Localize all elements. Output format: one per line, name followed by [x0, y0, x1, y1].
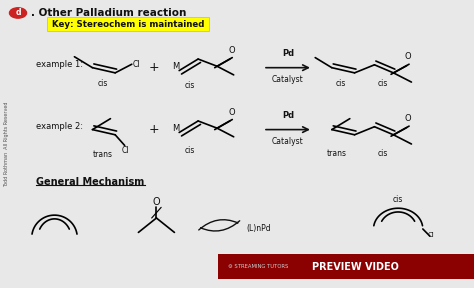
Text: M: M: [172, 124, 179, 133]
Text: trans: trans: [93, 150, 113, 159]
Text: cis: cis: [184, 146, 195, 155]
Text: O: O: [404, 114, 411, 123]
Text: O: O: [229, 108, 236, 117]
Text: Catalyst: Catalyst: [272, 137, 304, 146]
Text: O: O: [229, 46, 236, 55]
Text: Pd: Pd: [282, 49, 294, 58]
Text: cis: cis: [184, 81, 195, 90]
Text: cis: cis: [378, 149, 388, 158]
Text: Catalyst: Catalyst: [272, 75, 304, 84]
FancyBboxPatch shape: [218, 254, 474, 279]
FancyBboxPatch shape: [47, 17, 209, 31]
Text: O: O: [404, 52, 411, 61]
Text: +: +: [149, 123, 159, 136]
Text: cis: cis: [378, 79, 388, 88]
Text: PREVIEW VIDEO: PREVIEW VIDEO: [312, 262, 399, 272]
Text: ⚙ STREAMING TUTORS: ⚙ STREAMING TUTORS: [228, 264, 288, 269]
Text: M: M: [172, 62, 179, 71]
Text: Cl: Cl: [133, 60, 140, 69]
Text: General Mechanism: General Mechanism: [36, 177, 144, 187]
Text: example 1:: example 1:: [36, 60, 82, 69]
Text: Key: Stereochem is maintained: Key: Stereochem is maintained: [52, 20, 204, 29]
Text: Pd: Pd: [282, 111, 294, 120]
Text: . Other Palladium reaction: . Other Palladium reaction: [31, 8, 186, 18]
Text: (L)nPd: (L)nPd: [246, 223, 271, 233]
Text: example 2:: example 2:: [36, 122, 82, 131]
FancyArrowPatch shape: [201, 221, 240, 231]
Text: cis: cis: [98, 79, 108, 88]
Circle shape: [9, 8, 27, 18]
Text: trans: trans: [327, 149, 346, 158]
Text: +: +: [149, 61, 159, 74]
Text: d: d: [15, 8, 21, 18]
FancyArrowPatch shape: [199, 220, 238, 230]
Text: Todd Rothman  All Rights Reserved: Todd Rothman All Rights Reserved: [4, 101, 9, 187]
Text: cis: cis: [335, 79, 346, 88]
Text: O: O: [153, 197, 160, 207]
Text: cis: cis: [393, 195, 403, 204]
Text: Cl: Cl: [428, 232, 434, 238]
Text: Cl: Cl: [122, 146, 129, 155]
